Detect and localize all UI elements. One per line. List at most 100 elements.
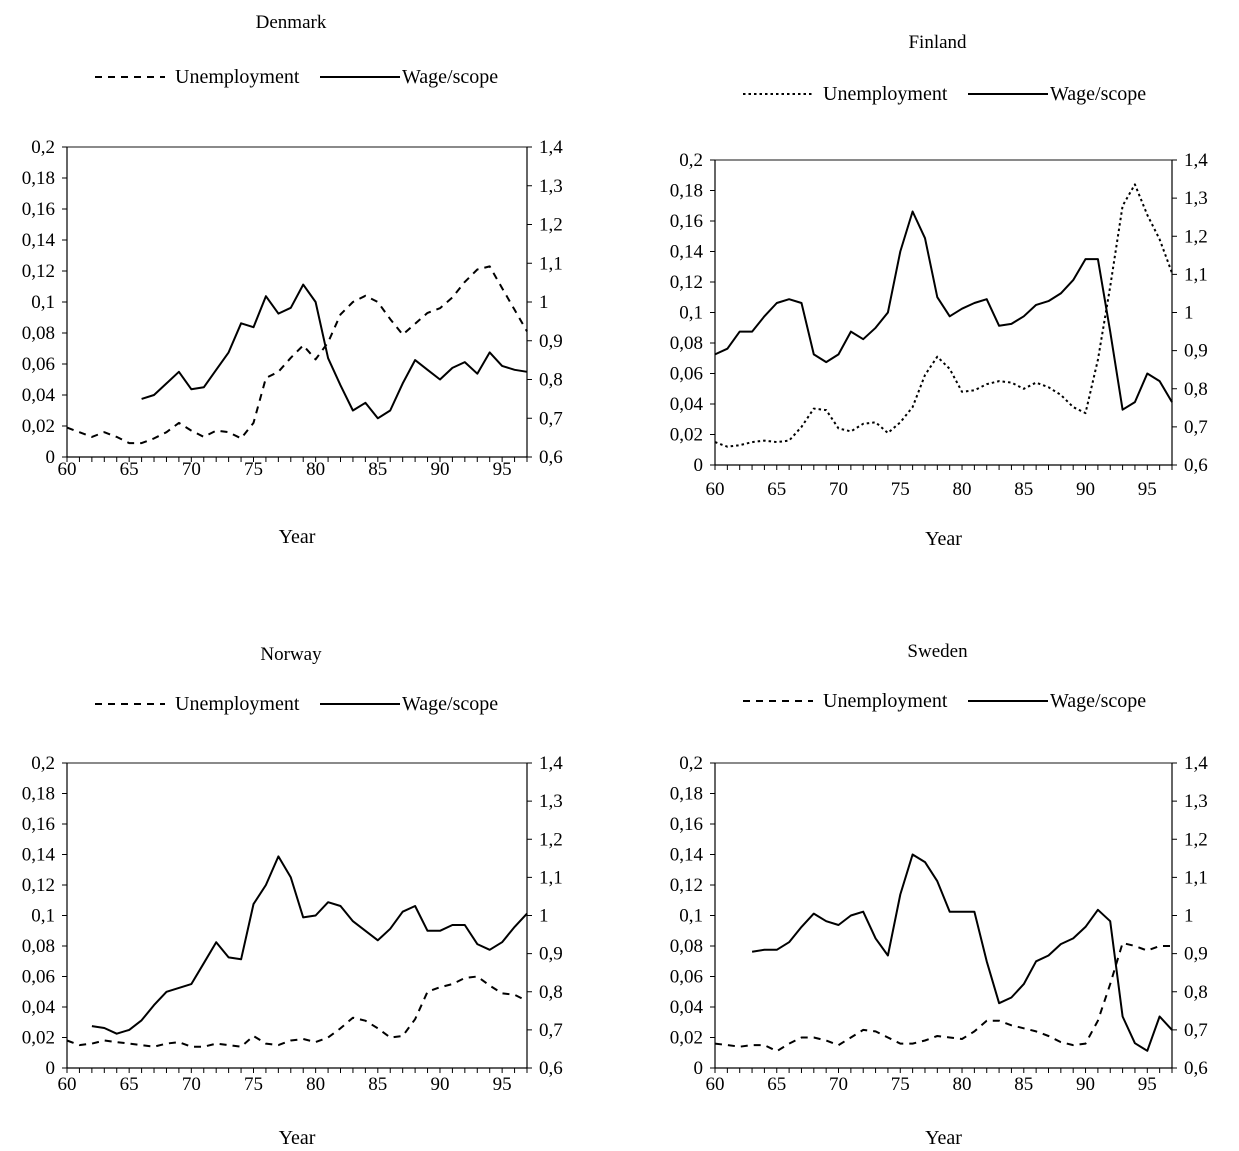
chart-title: Finland [908, 32, 967, 53]
x-tick-label: 60 [58, 1074, 77, 1095]
x-tick-label: 90 [430, 459, 449, 480]
x-tick-label: 95 [493, 1074, 512, 1095]
y-left-tick-label: 0,16 [670, 211, 703, 232]
x-tick-label: 65 [767, 479, 786, 500]
y-left-tick-label: 0,2 [679, 753, 703, 774]
y-right-tick-label: 0,6 [539, 1058, 563, 1079]
y-right-tick-label: 0,8 [1184, 982, 1208, 1003]
x-tick-label: 70 [182, 459, 201, 480]
x-tick-label: 85 [1014, 479, 1033, 500]
y-right-tick-label: 1,3 [539, 791, 563, 812]
legend: Unemployment Wage/scope [743, 690, 1146, 712]
y-right-tick-label: 0,9 [539, 331, 563, 352]
y-right-tick-label: 0,7 [1184, 1020, 1208, 1041]
y-left-tick-label: 0,12 [22, 261, 55, 282]
y-left-tick-label: 0,1 [679, 303, 703, 324]
y-left-tick-label: 0,02 [670, 1028, 703, 1049]
legend-wage-scope-label: Wage/scope [402, 693, 498, 715]
y-right-tick-label: 0,9 [1184, 341, 1208, 362]
y-left-tick-label: 0,06 [22, 967, 55, 988]
y-left-tick-label: 0,08 [22, 323, 55, 344]
y-left-tick-label: 0,04 [670, 997, 704, 1018]
y-right-tick-label: 1,2 [1184, 829, 1208, 850]
y-left-tick-label: 0,04 [22, 997, 56, 1018]
legend: Unemployment Wage/scope [95, 66, 498, 88]
x-axis-label: Year [279, 1127, 316, 1149]
y-left-tick-label: 0,14 [670, 845, 704, 866]
chart-panel-norway: Norway Unemployment Wage/scope 0 0,02 0,04 0,0… [22, 644, 564, 1149]
y-right-tick-label: 1 [539, 292, 549, 313]
y-right-tick-label: 1,2 [539, 829, 563, 850]
y-left-tick-label: 0,02 [22, 416, 55, 437]
y-left-tick-label: 0 [694, 1058, 704, 1079]
legend-wage-scope-label: Wage/scope [1050, 690, 1146, 712]
y-left-tick-label: 0,12 [22, 875, 55, 896]
y-right-tick-label: 1,1 [539, 253, 563, 274]
x-tick-label: 95 [1138, 479, 1157, 500]
y-right-tick-label: 1,4 [539, 137, 563, 158]
y-left-tick-label: 0,18 [670, 181, 703, 202]
y-left-tick-label: 0,1 [679, 906, 703, 927]
y-left-tick-label: 0 [694, 455, 704, 476]
y-right-tick-label: 1 [539, 906, 549, 927]
chart-panel-sweden: Sweden Unemployment Wage/scope 0 0,02 0,04 0,0… [670, 641, 1209, 1149]
x-tick-label: 75 [244, 1074, 263, 1095]
x-tick-label: 95 [493, 459, 512, 480]
x-tick-label: 85 [368, 1074, 387, 1095]
x-tick-label: 75 [891, 1074, 910, 1095]
y-left-tick-label: 0,18 [22, 784, 55, 805]
y-right-tick-label: 0,8 [1184, 379, 1208, 400]
legend: Unemployment Wage/scope [95, 693, 498, 715]
y-left-tick-label: 0,02 [670, 425, 703, 446]
y-right-tick-label: 1,2 [539, 215, 563, 236]
y-right-tick-label: 0,8 [539, 982, 563, 1003]
x-tick-label: 60 [706, 479, 725, 500]
chart-title: Sweden [907, 641, 968, 662]
chart-panel-finland: Finland Unemployment Wage/scope 0 0,02 0,04 0,… [670, 32, 1209, 550]
y-left-tick-label: 0,14 [22, 845, 56, 866]
y-right-tick-label: 1,1 [1184, 264, 1208, 285]
x-axis-label: Year [925, 528, 962, 550]
y-left-tick-label: 0,18 [22, 168, 55, 189]
y-left-tick-label: 0,1 [31, 906, 55, 927]
x-tick-label: 90 [1076, 479, 1095, 500]
y-left-tick-label: 0,12 [670, 875, 703, 896]
y-left-tick-label: 0,2 [31, 137, 55, 158]
y-right-tick-label: 0,7 [539, 408, 563, 429]
y-right-tick-label: 1,3 [1184, 188, 1208, 209]
y-left-tick-label: 0,06 [670, 364, 703, 385]
y-right-tick-label: 1 [1184, 303, 1194, 324]
y-left-tick-label: 0,06 [670, 967, 703, 988]
series-line-wage-scope [91, 855, 528, 1035]
legend-unemployment-label: Unemployment [823, 690, 948, 712]
series-line-wage-scope [141, 283, 528, 420]
x-tick-label: 80 [306, 459, 325, 480]
chart-panel-denmark: Denmark Unemployment Wage/scope 0 0,02 0,04 0,… [22, 12, 564, 548]
legend-unemployment-label: Unemployment [823, 83, 948, 105]
x-tick-label: 60 [58, 459, 77, 480]
x-tick-label: 80 [953, 479, 972, 500]
x-tick-label: 70 [829, 479, 848, 500]
legend: Unemployment Wage/scope [743, 83, 1146, 105]
x-tick-label: 85 [368, 459, 387, 480]
y-left-tick-label: 0,08 [22, 936, 55, 957]
x-tick-label: 80 [306, 1074, 325, 1095]
x-axis-label: Year [279, 526, 316, 548]
y-left-tick-label: 0 [46, 447, 56, 468]
legend-wage-scope-label: Wage/scope [402, 66, 498, 88]
y-right-tick-label: 1,3 [1184, 791, 1208, 812]
series-line-unemployment [714, 942, 1172, 1053]
y-right-tick-label: 0,6 [1184, 455, 1208, 476]
y-left-tick-label: 0,2 [31, 753, 55, 774]
y-left-tick-label: 0,04 [22, 385, 56, 406]
x-tick-label: 90 [430, 1074, 449, 1095]
x-tick-label: 75 [244, 459, 263, 480]
legend-wage-scope-label: Wage/scope [1050, 83, 1146, 105]
x-tick-label: 75 [891, 479, 910, 500]
y-left-tick-label: 0,16 [22, 814, 55, 835]
x-axis-label: Year [925, 1127, 962, 1149]
x-tick-label: 70 [829, 1074, 848, 1095]
y-right-tick-label: 0,9 [539, 944, 563, 965]
y-left-tick-label: 0,02 [22, 1028, 55, 1049]
